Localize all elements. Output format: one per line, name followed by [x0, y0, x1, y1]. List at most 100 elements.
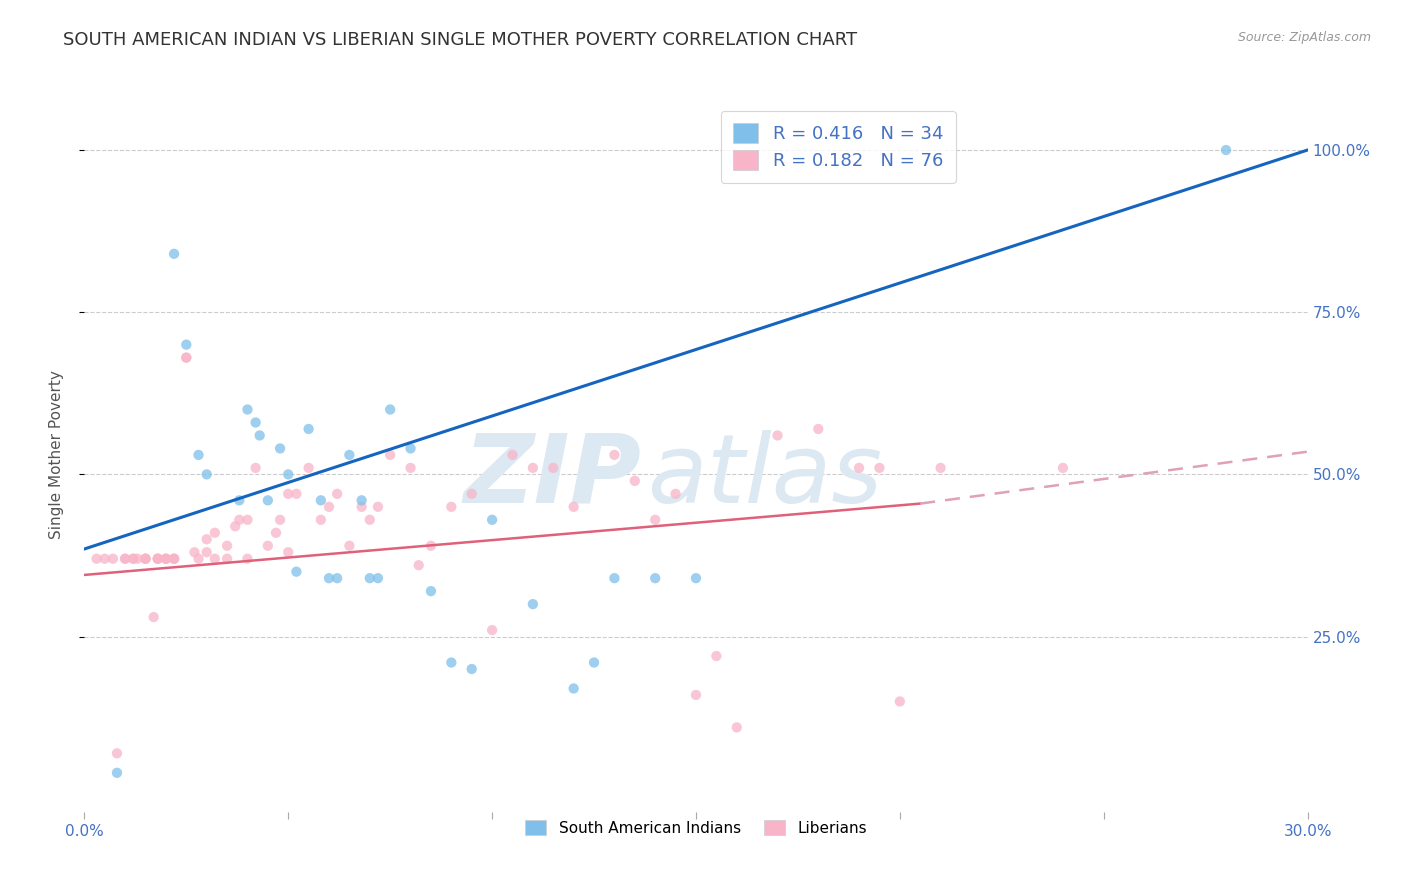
Point: [174, 337, 197, 351]
Point: [408, 558, 430, 573]
Point: [624, 474, 647, 488]
Point: [380, 448, 402, 462]
Point: [122, 551, 145, 566]
Point: [644, 571, 666, 585]
Point: [86, 551, 108, 566]
Point: [603, 448, 626, 462]
Point: [277, 487, 299, 501]
Point: [848, 461, 870, 475]
Point: [889, 694, 911, 708]
Point: [562, 500, 585, 514]
Point: [93, 551, 115, 566]
Point: [155, 551, 177, 566]
Point: [135, 551, 157, 566]
Point: [440, 656, 463, 670]
Point: [481, 623, 503, 637]
Point: [339, 539, 361, 553]
Point: [114, 551, 136, 566]
Point: [420, 584, 443, 599]
Point: [146, 551, 169, 566]
Point: [122, 551, 145, 566]
Point: [236, 551, 259, 566]
Point: [183, 545, 205, 559]
Point: [461, 662, 484, 676]
Point: [146, 551, 169, 566]
Point: [163, 551, 186, 566]
Point: [326, 571, 349, 585]
Point: [269, 513, 291, 527]
Point: [257, 539, 280, 553]
Point: [350, 500, 373, 514]
Point: [285, 487, 308, 501]
Point: [257, 493, 280, 508]
Point: [204, 551, 226, 566]
Point: [380, 402, 402, 417]
Point: [187, 448, 209, 462]
Point: [807, 422, 830, 436]
Point: [399, 442, 422, 456]
Point: [309, 493, 332, 508]
Point: [522, 461, 544, 475]
Point: [204, 525, 226, 540]
Point: [367, 500, 389, 514]
Point: [142, 610, 165, 624]
Point: [522, 597, 544, 611]
Point: [326, 487, 349, 501]
Point: [163, 551, 186, 566]
Point: [420, 539, 443, 553]
Point: [195, 533, 218, 547]
Point: [195, 545, 218, 559]
Text: Source: ZipAtlas.com: Source: ZipAtlas.com: [1237, 31, 1371, 45]
Point: [725, 720, 748, 734]
Point: [217, 551, 239, 566]
Point: [481, 513, 503, 527]
Point: [127, 551, 149, 566]
Point: [1215, 143, 1237, 157]
Point: [318, 571, 340, 585]
Point: [174, 351, 197, 365]
Text: atlas: atlas: [647, 430, 882, 523]
Point: [339, 448, 361, 462]
Point: [114, 551, 136, 566]
Point: [399, 461, 422, 475]
Point: [105, 747, 128, 761]
Point: [440, 500, 463, 514]
Point: [359, 513, 381, 527]
Point: [685, 571, 707, 585]
Point: [105, 765, 128, 780]
Point: [461, 487, 484, 501]
Point: [603, 571, 626, 585]
Point: [869, 461, 891, 475]
Point: [155, 551, 177, 566]
Point: [766, 428, 789, 442]
Text: SOUTH AMERICAN INDIAN VS LIBERIAN SINGLE MOTHER POVERTY CORRELATION CHART: SOUTH AMERICAN INDIAN VS LIBERIAN SINGLE…: [63, 31, 858, 49]
Point: [298, 422, 321, 436]
Point: [217, 539, 239, 553]
Point: [277, 467, 299, 482]
Point: [665, 487, 688, 501]
Point: [174, 351, 197, 365]
Point: [359, 571, 381, 585]
Point: [101, 551, 124, 566]
Point: [195, 467, 218, 482]
Point: [318, 500, 340, 514]
Point: [135, 551, 157, 566]
Point: [146, 551, 169, 566]
Point: [562, 681, 585, 696]
Point: [706, 648, 728, 663]
Point: [1052, 461, 1074, 475]
Point: [236, 402, 259, 417]
Legend: South American Indians, Liberians: South American Indians, Liberians: [517, 812, 875, 843]
Point: [249, 428, 271, 442]
Point: [236, 513, 259, 527]
Point: [309, 513, 332, 527]
Point: [298, 461, 321, 475]
Point: [269, 442, 291, 456]
Point: [583, 656, 606, 670]
Point: [163, 247, 186, 261]
Point: [228, 513, 250, 527]
Point: [285, 565, 308, 579]
Point: [228, 493, 250, 508]
Text: ZIP: ZIP: [463, 430, 641, 523]
Point: [644, 513, 666, 527]
